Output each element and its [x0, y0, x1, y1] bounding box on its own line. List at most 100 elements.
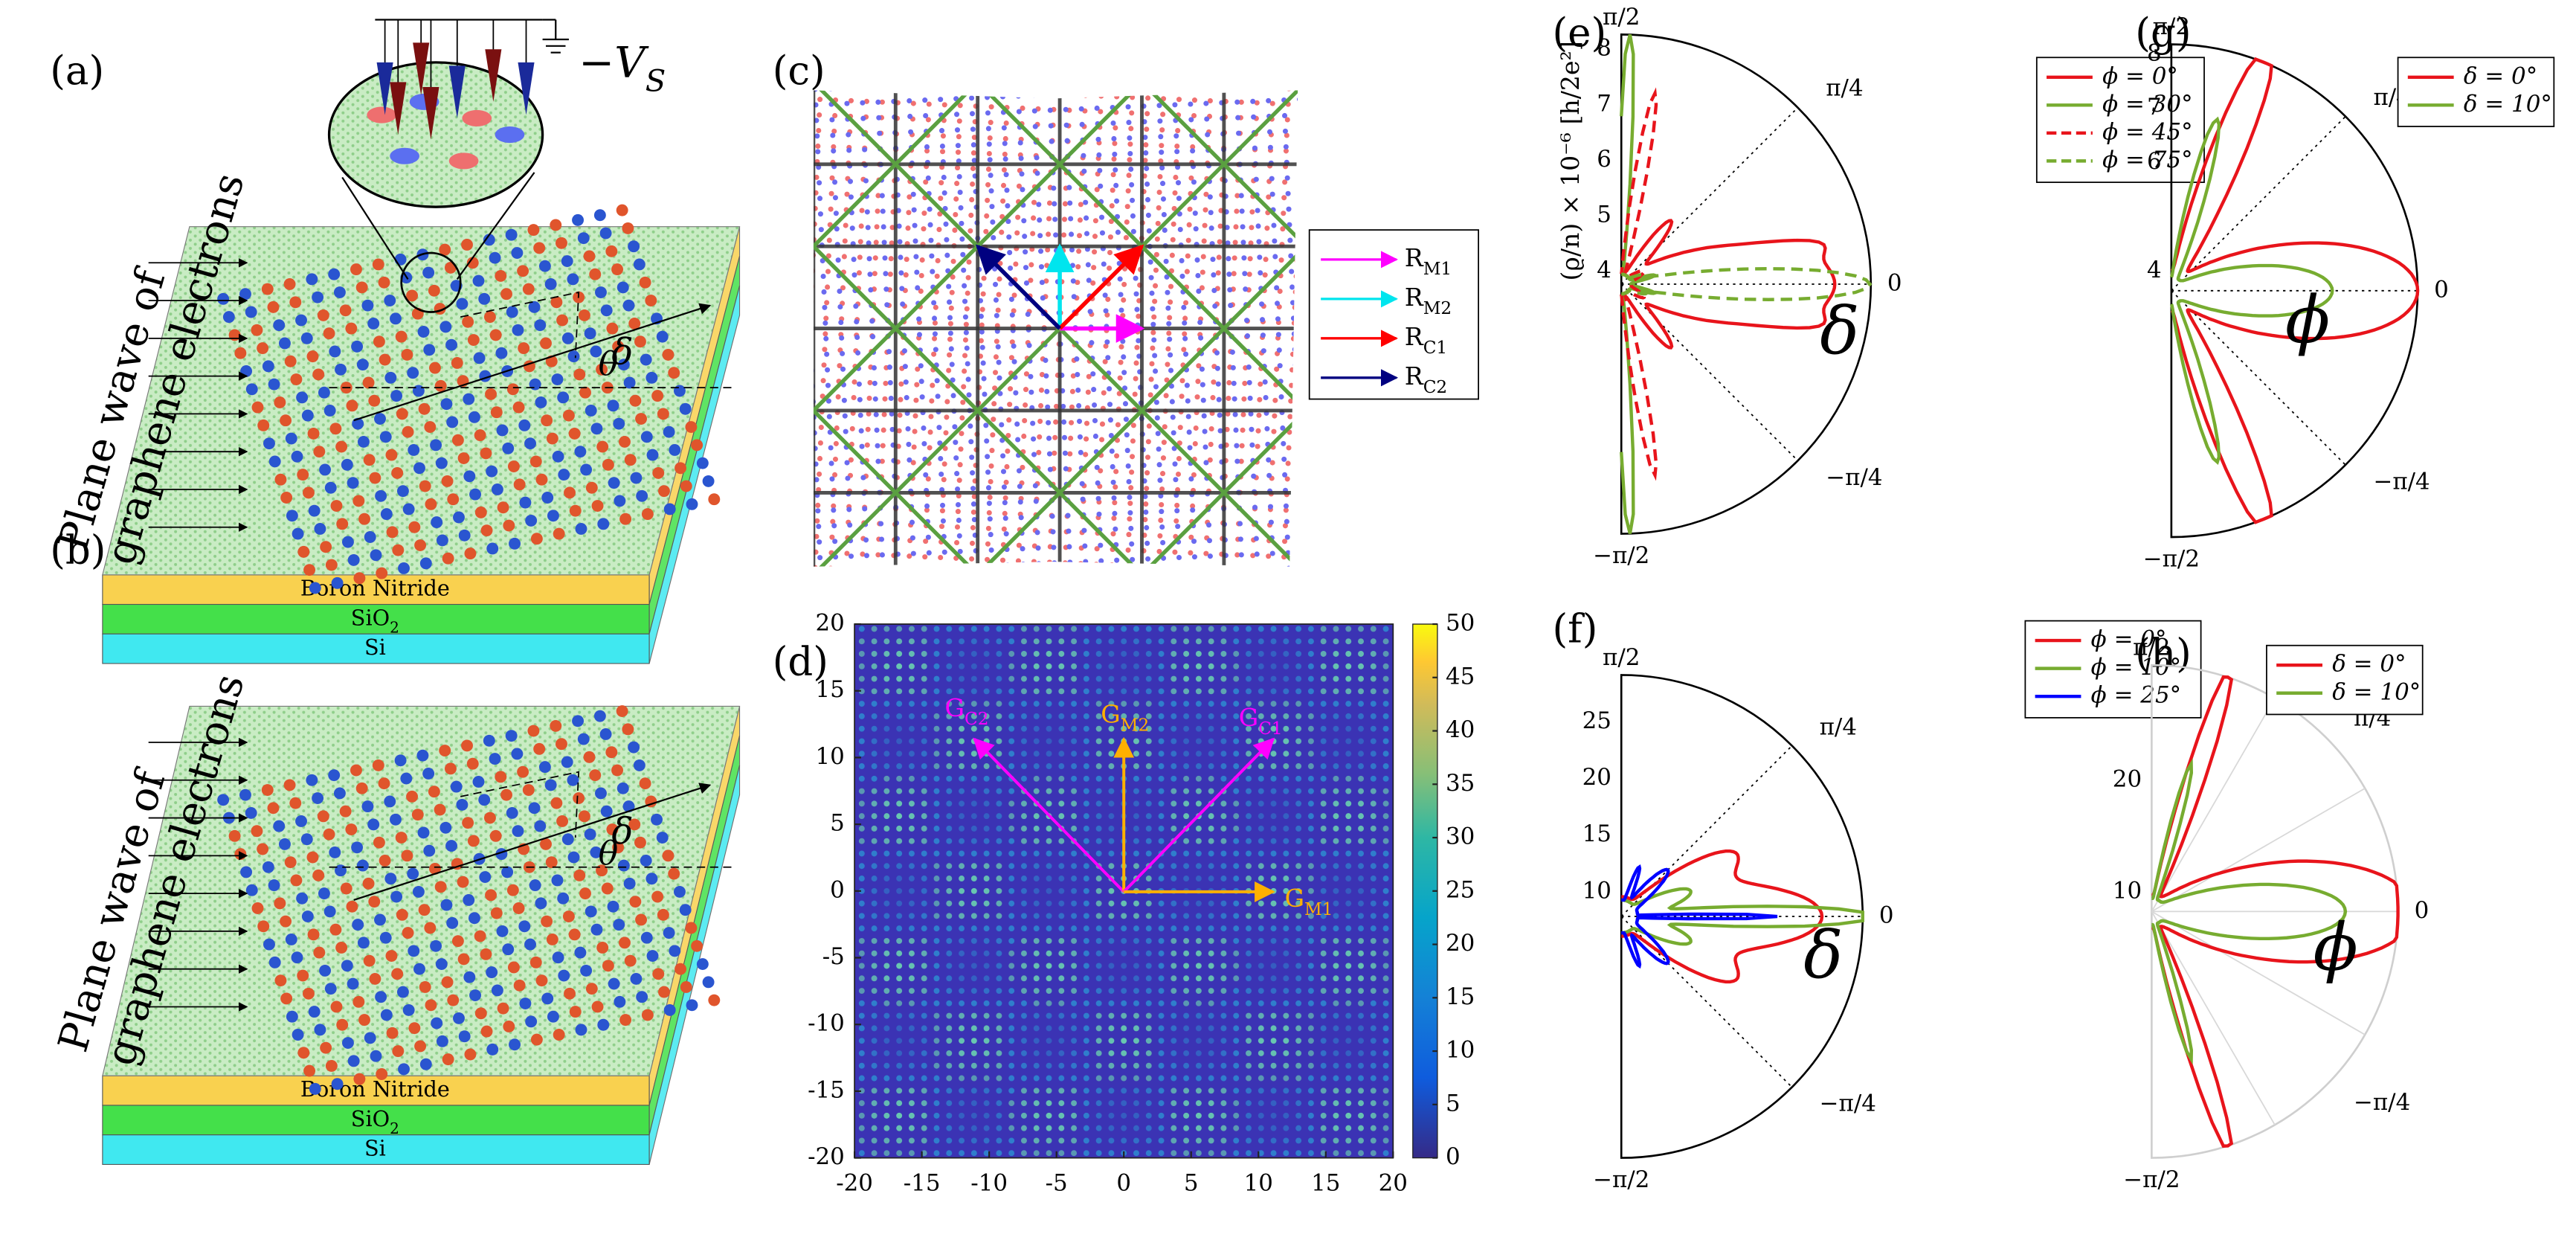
- site: [1272, 613, 1278, 618]
- atom: [274, 473, 287, 486]
- site: [1297, 539, 1298, 545]
- map-dot: [908, 925, 915, 932]
- map-dot: [1108, 725, 1115, 732]
- site: [1333, 205, 1338, 210]
- map-dot: [1033, 1125, 1040, 1131]
- site: [1127, 141, 1133, 147]
- map-dot: [946, 738, 953, 745]
- map-dot: [871, 1125, 878, 1131]
- map-dot: [921, 913, 927, 919]
- site: [773, 391, 779, 396]
- site: [1332, 189, 1337, 194]
- site: [1139, 595, 1144, 600]
- site: [803, 228, 808, 233]
- atom: [579, 386, 591, 399]
- site: [1113, 182, 1119, 188]
- site: [1281, 195, 1287, 201]
- site: [800, 524, 805, 530]
- site: [1074, 356, 1080, 362]
- map-dot: [846, 838, 852, 844]
- map-dot: [1046, 876, 1052, 882]
- site: [848, 553, 854, 559]
- map-dot: [933, 763, 940, 769]
- site: [875, 208, 880, 214]
- site: [1014, 605, 1019, 610]
- map-dot: [1058, 863, 1065, 870]
- site: [1063, 106, 1069, 112]
- site: [784, 150, 789, 155]
- atom: [529, 956, 542, 968]
- site: [802, 556, 807, 561]
- site: [1185, 612, 1191, 617]
- site: [898, 270, 904, 276]
- map-dot: [858, 975, 865, 982]
- map-dot: [921, 1050, 927, 1056]
- map-dot: [1095, 1100, 1102, 1107]
- site: [941, 461, 947, 467]
- map-dot: [871, 1075, 878, 1082]
- site: [808, 337, 813, 342]
- map-dot: [908, 638, 915, 645]
- map-dot: [1071, 913, 1078, 919]
- site: [1093, 90, 1099, 96]
- site: [1030, 590, 1035, 595]
- site: [805, 259, 810, 264]
- site: [969, 454, 975, 460]
- site: [1125, 188, 1131, 194]
- map-dot: [1095, 651, 1102, 657]
- atom: [679, 402, 692, 415]
- site: [1248, 52, 1253, 57]
- site: [944, 581, 949, 586]
- map-dot: [1095, 1012, 1102, 1019]
- atom: [551, 874, 564, 887]
- site: [1077, 434, 1083, 440]
- site: [897, 69, 902, 74]
- site: [1290, 315, 1296, 321]
- map-dot: [933, 925, 940, 932]
- map-dot: [1046, 688, 1052, 695]
- map-dot: [1008, 800, 1015, 807]
- atom: [328, 769, 341, 782]
- site: [1216, 254, 1222, 260]
- site: [794, 268, 799, 273]
- atom: [319, 964, 331, 977]
- atom: [616, 204, 628, 216]
- site: [820, 34, 825, 39]
- map-dot: [896, 1100, 903, 1107]
- map-dot: [983, 1150, 990, 1157]
- atom: [257, 419, 270, 431]
- site: [1350, 57, 1355, 62]
- map-dot: [1095, 638, 1102, 645]
- atom: [424, 922, 437, 934]
- site: [1226, 615, 1231, 620]
- map-dot: [959, 626, 965, 632]
- site: [1217, 614, 1222, 619]
- site: [838, 319, 844, 325]
- map-dot: [858, 813, 865, 820]
- site: [1020, 187, 1025, 193]
- site: [889, 615, 894, 620]
- site: [1132, 604, 1137, 609]
- site: [790, 376, 795, 382]
- site: [815, 508, 821, 514]
- map-dot: [858, 925, 865, 932]
- map-dot: [959, 937, 965, 944]
- map-dot: [970, 863, 977, 870]
- site: [1303, 597, 1308, 602]
- atom: [495, 771, 507, 783]
- site: [783, 517, 788, 522]
- site: [1234, 84, 1239, 89]
- site: [1363, 531, 1368, 536]
- site: [1174, 502, 1180, 508]
- map-dot: [871, 988, 878, 995]
- atom: [330, 500, 343, 512]
- site: [1075, 280, 1081, 286]
- site: [1256, 239, 1262, 245]
- site: [1167, 315, 1173, 321]
- site: [1146, 228, 1152, 234]
- site: [999, 63, 1004, 68]
- site: [1274, 285, 1280, 291]
- atom: [473, 352, 486, 364]
- site: [1173, 518, 1179, 524]
- site: [889, 426, 895, 432]
